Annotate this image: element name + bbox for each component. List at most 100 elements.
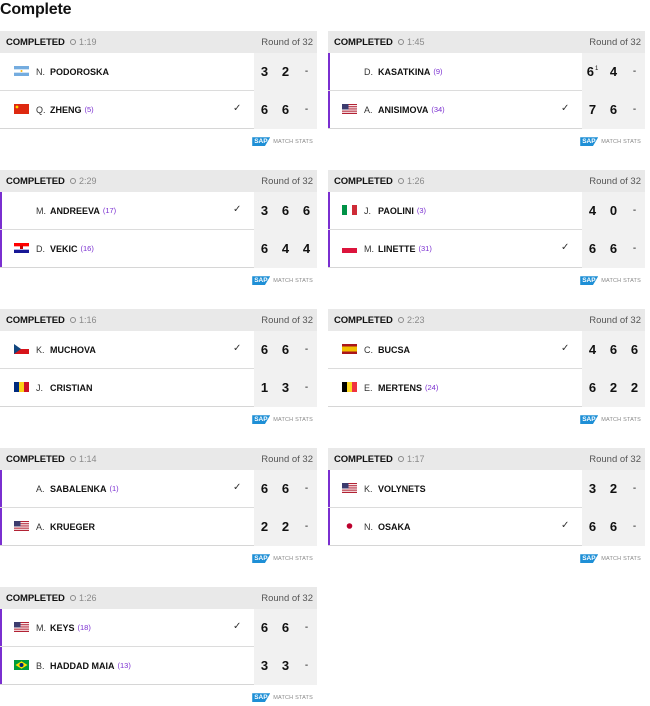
bel-flag-icon (342, 382, 357, 392)
player-name[interactable]: VOLYNETS (378, 484, 426, 494)
player-name[interactable]: ZHENG (5) (50, 105, 94, 115)
set-score: 3 (260, 658, 269, 673)
player-name-text: PODOROSKA (50, 67, 110, 77)
player-row[interactable]: D. VEKIC (16) 6 4 4 (0, 230, 317, 268)
match-stats-link[interactable]: SAP MATCH STATS (252, 272, 313, 286)
match-stats-link[interactable]: SAP MATCH STATS (252, 133, 313, 147)
match-card[interactable]: COMPLETED 1:26 Round of 32 J. PAOLINI (3) 4 0- M… (328, 170, 645, 287)
player-initial: N. (364, 522, 373, 532)
bra-flag-icon (14, 660, 29, 670)
player-row[interactable]: A. ANISIMOVA (34) ✓ 7 6 - (328, 91, 645, 129)
player-name[interactable]: MUCHOVA (50, 345, 96, 355)
player-name[interactable]: KEYS (18) (50, 623, 91, 633)
player-seed: (16) (80, 244, 94, 253)
player-initial: J. (364, 206, 372, 216)
match-stats-link[interactable]: SAP MATCH STATS (252, 689, 313, 703)
player-row[interactable]: C. BUCSA ✓ 4 6 6 (328, 331, 645, 369)
sap-logo-icon: SAP (580, 415, 599, 425)
player-name[interactable]: SABALENKA (1) (50, 484, 119, 494)
player-name[interactable]: ANISIMOVA (34) (378, 105, 445, 115)
set-score: - (632, 104, 637, 115)
player-name[interactable]: KASATKINA (9) (378, 67, 443, 77)
usa-flag-icon (342, 483, 357, 493)
player-row[interactable]: D. KASATKINA (9) 61 4 - (328, 53, 645, 91)
player-initial: Q. (36, 105, 46, 115)
player-row[interactable]: J. CRISTIAN 1 3 - (0, 369, 317, 407)
set-score: 6 (609, 241, 618, 256)
match-card[interactable]: COMPLETED 2:29 Round of 32 M. ANDREEVA (17) ✓ 3… (0, 170, 317, 287)
player-name[interactable]: OSAKA (378, 522, 411, 532)
match-players: K. MUCHOVA ✓ 6 6 - J. CRISTIAN 1 3 - (0, 331, 317, 407)
match-card[interactable]: COMPLETED 1:17 Round of 32 K. VOLYNETS 3 2 - N. O… (328, 448, 645, 565)
set-score: 2 (609, 481, 618, 496)
player-row[interactable]: Q. ZHENG (5) ✓ 6 6 - (0, 91, 317, 129)
player-seed: (9) (433, 67, 443, 76)
match-stats-link[interactable]: SAP MATCH STATS (580, 272, 641, 286)
player-row[interactable]: K. MUCHOVA ✓ 6 6 - (0, 331, 317, 369)
player-row[interactable]: M. LINETTE (31) ✓ 6 6 - (328, 230, 645, 268)
match-stats-link[interactable]: SAP MATCH STATS (252, 550, 313, 564)
match-players: N. PODOROSKA 3 2 - Q. ZHENG (5) ✓ 6 6 - (0, 53, 317, 129)
match-stats-link[interactable]: SAP MATCH STATS (580, 411, 641, 425)
set-score: 2 (260, 519, 269, 534)
match-status: COMPLETED (6, 454, 65, 465)
match-card[interactable]: COMPLETED 1:16 Round of 32 K. MUCHOVA ✓ 6 6 - J. C… (0, 309, 317, 426)
player-name[interactable]: PODOROSKA (50, 67, 109, 77)
player-row[interactable]: N. PODOROSKA 3 2 - (0, 53, 317, 91)
match-duration: 1:26 (70, 593, 97, 603)
set-score: 6 (260, 620, 269, 635)
player-name[interactable]: ANDREEVA (17) (50, 206, 116, 216)
player-initial: M. (364, 244, 374, 254)
player-initial: M. (36, 206, 46, 216)
match-header: COMPLETED 1:26 Round of 32 (328, 170, 645, 192)
player-row[interactable]: M. ANDREEVA (17) ✓ 3 6 6 (0, 192, 317, 230)
player-name[interactable]: VEKIC (16) (50, 244, 94, 254)
match-header: COMPLETED 1:26 Round of 32 (0, 587, 317, 609)
player-row[interactable]: A. KRUEGER 2 2 - (0, 508, 317, 546)
winner-check-icon: ✓ (233, 343, 242, 354)
player-name[interactable]: LINETTE (31) (378, 244, 432, 254)
match-header: COMPLETED 1:17 Round of 32 (328, 448, 645, 470)
player-name-text: VEKIC (50, 244, 78, 254)
player-name-text: BUCSA (378, 345, 411, 355)
esp-flag-icon (342, 344, 357, 354)
player-name-text: MERTENS (378, 383, 423, 393)
match-card[interactable]: COMPLETED 1:45 Round of 32 D. KASATKINA (9) 61… (328, 31, 645, 148)
match-stats-link[interactable]: SAP MATCH STATS (580, 133, 641, 147)
player-name[interactable]: BUCSA (378, 345, 410, 355)
match-stats-label: MATCH STATS (601, 555, 641, 562)
player-name-text: MUCHOVA (50, 345, 96, 355)
clock-icon (398, 39, 404, 45)
match-card[interactable]: COMPLETED 1:14 Round of 32 A. SABALENKA (1) ✓ 6… (0, 448, 317, 565)
player-row[interactable]: K. VOLYNETS 3 2 - (328, 470, 645, 508)
set-score: 6 (588, 380, 597, 395)
match-stats-link[interactable]: SAP MATCH STATS (252, 411, 313, 425)
match-card[interactable]: COMPLETED 1:19 Round of 32 N. PODOROSKA 3 2- Q.… (0, 31, 317, 148)
match-duration: 2:23 (398, 315, 425, 325)
player-name[interactable]: MERTENS (24) (378, 383, 438, 393)
player-row[interactable]: M. KEYS (18) ✓ 6 6 - (0, 609, 317, 647)
set-score: 6 (630, 342, 639, 357)
player-initial: E. (364, 383, 373, 393)
match-status: COMPLETED (6, 37, 65, 48)
match-stats-label: MATCH STATS (273, 416, 313, 423)
player-row[interactable]: E. MERTENS (24) 6 2 2 (328, 369, 645, 407)
player-name-text: ANISIMOVA (378, 105, 429, 115)
player-row[interactable]: B. HADDAD MAIA (13) 3 3 - (0, 647, 317, 685)
player-name[interactable]: KRUEGER (50, 522, 95, 532)
player-row[interactable]: A. SABALENKA (1) ✓ 6 6 - (0, 470, 317, 508)
match-card[interactable]: COMPLETED 1:26 Round of 32 M. KEYS (18) ✓ 6 6- B.… (0, 587, 317, 704)
match-card[interactable]: COMPLETED 2:23 Round of 32 C. BUCSA ✓ 4 6 6 E. MER… (328, 309, 645, 426)
player-row[interactable]: J. PAOLINI (3) 4 0 - (328, 192, 645, 230)
match-status: COMPLETED (334, 37, 393, 48)
match-stats-link[interactable]: SAP MATCH STATS (580, 550, 641, 564)
player-row[interactable]: N. OSAKA ✓ 6 6 - (328, 508, 645, 546)
player-initial: D. (36, 244, 45, 254)
sap-logo-icon: SAP (252, 415, 271, 425)
set-score: - (632, 205, 637, 216)
player-name[interactable]: HADDAD MAIA (13) (50, 661, 131, 671)
player-name[interactable]: PAOLINI (3) (378, 206, 426, 216)
player-name[interactable]: CRISTIAN (50, 383, 93, 393)
